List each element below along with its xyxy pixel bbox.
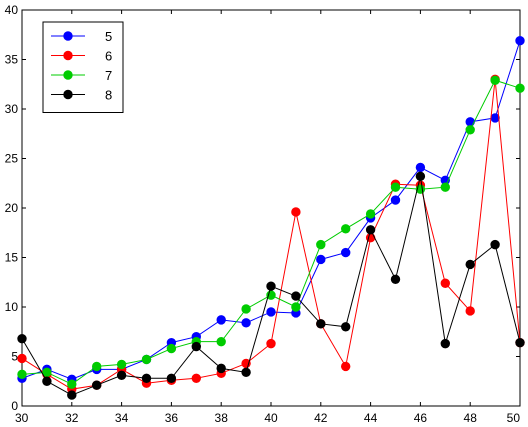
data-point — [92, 380, 102, 390]
x-tick-label: 46 — [414, 411, 428, 425]
legend-item: 8 — [51, 88, 112, 103]
data-point — [490, 75, 500, 85]
data-point — [415, 162, 426, 173]
data-point — [365, 209, 376, 219]
data-point — [515, 83, 525, 93]
x-tick-label: 48 — [464, 411, 478, 425]
data-point — [266, 338, 276, 349]
x-tick-label: 30 — [15, 411, 29, 425]
data-point — [67, 379, 77, 389]
data-point — [390, 182, 401, 192]
legend-label: 8 — [105, 88, 112, 103]
y-tick-label: 10 — [5, 300, 19, 314]
legend-label: 6 — [105, 49, 112, 64]
data-point — [216, 315, 226, 325]
y-tick-label: 40 — [5, 3, 19, 17]
data-point — [42, 376, 52, 386]
data-point — [17, 333, 27, 344]
data-point — [316, 319, 326, 329]
data-point — [67, 390, 77, 400]
data-point — [465, 306, 475, 316]
data-point — [141, 354, 152, 365]
data-point — [166, 343, 177, 354]
axis-ticks: 30 32 34 36 38 40 42 44 46 48 50 0 5 10 15 20 25 30 35 40 — [5, 3, 521, 425]
data-point — [191, 341, 202, 352]
x-tick-label: 44 — [364, 411, 378, 425]
x-tick-label: 42 — [314, 411, 328, 425]
series-layer — [17, 35, 525, 400]
x-tick-label: 34 — [115, 411, 129, 425]
legend-box — [42, 21, 124, 113]
x-tick-label: 50 — [507, 411, 521, 425]
y-tick-label: 15 — [5, 251, 19, 265]
y-tick-label: 0 — [11, 399, 18, 413]
x-tick-label: 32 — [65, 411, 79, 425]
series-8 — [17, 171, 525, 400]
data-point — [141, 373, 152, 383]
data-point — [42, 367, 52, 378]
data-point — [465, 125, 475, 135]
data-point — [316, 239, 326, 250]
data-point — [341, 224, 351, 234]
data-point — [490, 239, 500, 250]
data-point — [341, 322, 351, 332]
x-tick-label: 36 — [165, 411, 179, 425]
data-point — [465, 259, 475, 270]
data-point — [291, 291, 301, 301]
legend-label: 5 — [105, 29, 112, 44]
legend-marker — [63, 50, 73, 61]
legend-marker — [63, 70, 73, 80]
y-tick-label: 5 — [11, 350, 18, 364]
data-point — [515, 35, 525, 46]
x-tick-label: 38 — [215, 411, 229, 425]
data-point — [241, 318, 251, 328]
x-tick-label: 40 — [264, 411, 278, 425]
data-point — [515, 337, 525, 348]
series-7 — [17, 75, 525, 389]
legend-label: 7 — [105, 68, 112, 83]
data-point — [116, 359, 127, 370]
data-point — [241, 367, 251, 378]
legend-item: 5 — [51, 29, 112, 44]
data-point — [216, 336, 226, 347]
legend-item: 7 — [51, 68, 112, 83]
data-point — [440, 278, 450, 288]
data-point — [216, 363, 226, 374]
data-point — [191, 373, 202, 383]
data-point — [415, 171, 426, 182]
data-point — [241, 304, 251, 314]
y-tick-label: 30 — [5, 102, 19, 116]
data-point — [440, 182, 450, 192]
legend-marker — [63, 31, 73, 41]
data-point — [341, 361, 351, 372]
y-tick-label: 35 — [5, 53, 19, 67]
data-point — [365, 225, 376, 235]
data-point — [17, 353, 27, 364]
y-tick-label: 20 — [5, 201, 19, 215]
legend-item: 6 — [51, 49, 112, 64]
data-point — [266, 281, 276, 291]
data-point — [166, 373, 177, 383]
data-point — [116, 370, 127, 381]
data-point — [341, 247, 351, 258]
legend-marker — [63, 89, 73, 100]
y-tick-label: 25 — [5, 152, 19, 166]
data-point — [291, 207, 301, 217]
data-point — [390, 195, 401, 205]
data-point — [390, 274, 401, 284]
data-point — [266, 307, 276, 317]
data-point — [291, 302, 301, 312]
legend: 5 6 7 8 — [42, 21, 124, 113]
data-point — [92, 361, 102, 372]
data-point — [316, 254, 326, 265]
data-point — [440, 338, 450, 349]
data-point — [17, 369, 27, 380]
